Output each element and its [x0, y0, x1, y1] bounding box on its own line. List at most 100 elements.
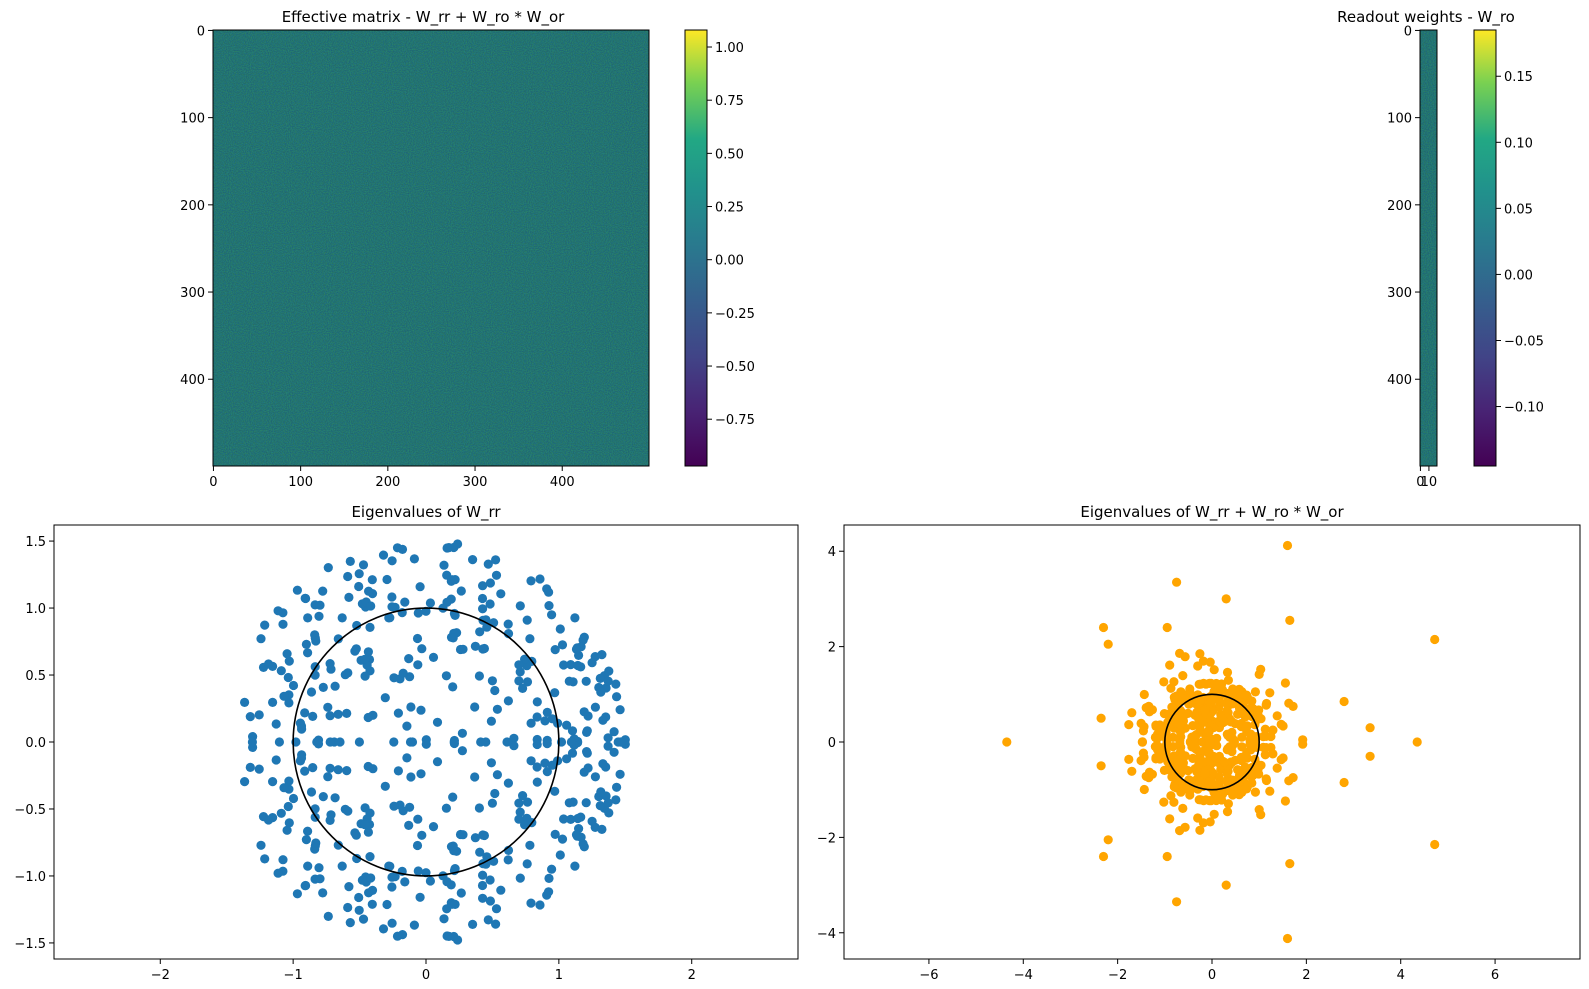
- eigenvalue-point: [432, 757, 443, 767]
- colorbar2-tick-label: 0.10: [1504, 136, 1533, 151]
- eigenvalue-point: [1175, 762, 1185, 772]
- eigenvalue-point: [1136, 718, 1146, 729]
- eigenvalue-point: [1193, 813, 1203, 823]
- eigenvalue-point: [1282, 540, 1293, 551]
- eigenvalue-point: [1217, 795, 1227, 805]
- eigenvalue-point: [1139, 689, 1149, 700]
- eigenvalue-point: [428, 652, 439, 663]
- eigenvalue-point: [406, 772, 416, 782]
- eigenvalue-point: [1124, 754, 1134, 765]
- eigenvalue-point: [487, 676, 497, 686]
- eigenvalue-point: [496, 589, 506, 599]
- eigenvalue-point: [303, 648, 313, 658]
- eigenvalue-point: [475, 847, 485, 857]
- eigenvalue-point: [354, 737, 364, 747]
- eigenvalue-point: [485, 599, 495, 609]
- eigenvalue-point: [417, 830, 427, 840]
- scatter-ytick-label: 0.0: [25, 736, 46, 751]
- eigenvalue-point: [1163, 765, 1173, 775]
- eigenvalue-point: [1212, 779, 1222, 790]
- eigenvalue-point: [378, 550, 389, 560]
- eigenvalue-point: [1175, 738, 1185, 749]
- eigenvalue-point: [273, 868, 283, 878]
- eigenvalue-point: [343, 571, 353, 582]
- eigenvalue-point: [354, 581, 364, 592]
- eigenvalue-point: [1223, 675, 1233, 685]
- eigenvalue-point: [596, 687, 606, 697]
- eigenvalue-point: [387, 882, 397, 892]
- eigenvalue-point: [260, 620, 270, 630]
- scatter-xtick-label: 0: [1208, 968, 1216, 983]
- eigenvalue-point: [532, 762, 542, 772]
- eigenvalue-point: [387, 872, 397, 882]
- eigenvalue-point: [358, 560, 369, 570]
- eigenvalue-point: [603, 741, 613, 751]
- eigenvalue-point: [360, 820, 370, 830]
- eigenvalue-point: [502, 737, 512, 747]
- eigenvalue-point: [387, 592, 397, 602]
- eigenvalue-point: [573, 813, 583, 824]
- eigenvalue-point: [363, 761, 373, 772]
- eigenvalue-point: [503, 778, 513, 788]
- scatter-xtick-label: −1: [284, 968, 303, 983]
- eigenvalue-point: [323, 911, 333, 922]
- eigenvalue-point: [402, 753, 412, 763]
- eigenvalue-point: [1247, 696, 1257, 706]
- eigenvalue-point: [421, 739, 431, 749]
- eigenvalue-point: [337, 613, 347, 623]
- eigenvalue-point: [571, 830, 582, 840]
- eigenvalue-point: [323, 702, 333, 712]
- eigenvalue-point: [520, 820, 530, 830]
- unit-circle: [292, 607, 560, 877]
- eigenvalue-point: [1198, 757, 1208, 767]
- eigenvalue-point: [1127, 766, 1137, 776]
- eigenvalue-point: [384, 613, 394, 623]
- eigenvalue-point: [597, 824, 607, 835]
- eigenvalue-point: [1200, 706, 1210, 716]
- eigenvalue-point: [404, 820, 414, 831]
- eigenvalue-point: [297, 724, 307, 734]
- eigenvalue-point: [470, 641, 480, 651]
- eigenvalue-point: [1169, 692, 1179, 702]
- eigenvalue-point: [260, 854, 270, 864]
- eigenvalue-point: [446, 880, 456, 890]
- eigenvalue-point: [363, 647, 373, 657]
- eigenvalue-point: [566, 737, 577, 747]
- eigenvalue-point: [300, 708, 310, 718]
- eigenvalue-point: [1159, 797, 1169, 807]
- eigenvalue-point: [405, 737, 416, 747]
- eigenvalue-point: [456, 888, 466, 898]
- eigenvalue-point: [382, 574, 392, 585]
- eigenvalue-point: [1256, 760, 1266, 770]
- eigenvalue-point: [515, 667, 525, 677]
- eigenvalue-point: [557, 834, 568, 844]
- eigenvalue-point: [360, 654, 370, 665]
- eigenvalue-point: [1223, 799, 1233, 809]
- eigenvalue-point: [380, 693, 390, 703]
- colorbar1-tick-label: −0.25: [715, 307, 755, 322]
- eigenvalue-point: [522, 677, 533, 687]
- eigenvalue-point: [384, 861, 394, 871]
- eigenvalue-point: [400, 877, 410, 887]
- eigenvalue-point: [300, 593, 310, 603]
- eigenvalue-point: [453, 935, 463, 945]
- eigenvalue-point: [271, 719, 281, 729]
- eigenvalue-point: [413, 660, 423, 670]
- eigenvalue-point: [323, 563, 333, 573]
- eigenvalue-point: [301, 639, 311, 650]
- eigenvalue-point: [1272, 763, 1282, 773]
- eigenvalue-point: [515, 807, 525, 817]
- heatmap1-xtick-label: 100: [288, 475, 313, 490]
- eigenvalue-point: [1280, 796, 1290, 806]
- eigenvalue-point: [318, 792, 328, 802]
- eigenvalue-point: [364, 888, 374, 898]
- eigenvalue-point: [1288, 773, 1298, 783]
- eigenvalue-point: [1430, 634, 1440, 645]
- eigenvalue-point: [292, 889, 302, 899]
- eigenvalue-point: [478, 870, 488, 880]
- eigenvalue-point: [535, 900, 545, 910]
- eigenvalue-point: [518, 791, 528, 801]
- eigenvalue-point: [570, 613, 580, 623]
- colorbar2-tick-label: 0.05: [1504, 202, 1533, 217]
- eigenvalue-point: [303, 826, 313, 836]
